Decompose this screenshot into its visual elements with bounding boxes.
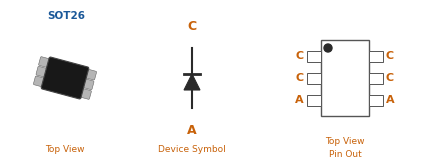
Text: A: A xyxy=(295,95,304,105)
Text: Top View: Top View xyxy=(45,145,85,154)
FancyBboxPatch shape xyxy=(82,68,97,80)
FancyBboxPatch shape xyxy=(77,88,92,99)
Text: C: C xyxy=(296,51,304,61)
Bar xyxy=(369,51,383,62)
FancyBboxPatch shape xyxy=(33,76,48,88)
FancyBboxPatch shape xyxy=(41,57,89,99)
Bar xyxy=(307,51,321,62)
Text: C: C xyxy=(187,20,196,32)
Text: Device Symbol: Device Symbol xyxy=(158,145,226,154)
FancyBboxPatch shape xyxy=(80,78,94,90)
FancyBboxPatch shape xyxy=(36,66,51,78)
Polygon shape xyxy=(184,74,200,90)
Bar xyxy=(307,94,321,105)
Text: Top View
Pin Out: Top View Pin Out xyxy=(325,137,365,159)
Text: A: A xyxy=(187,123,197,136)
Text: C: C xyxy=(386,51,394,61)
Text: SOT26: SOT26 xyxy=(47,11,85,21)
Text: A: A xyxy=(386,95,395,105)
Circle shape xyxy=(324,44,332,52)
Bar xyxy=(369,72,383,83)
FancyBboxPatch shape xyxy=(39,57,53,68)
Text: C: C xyxy=(296,73,304,83)
Bar xyxy=(321,40,369,116)
Bar xyxy=(369,94,383,105)
Text: C: C xyxy=(386,73,394,83)
Bar xyxy=(307,72,321,83)
